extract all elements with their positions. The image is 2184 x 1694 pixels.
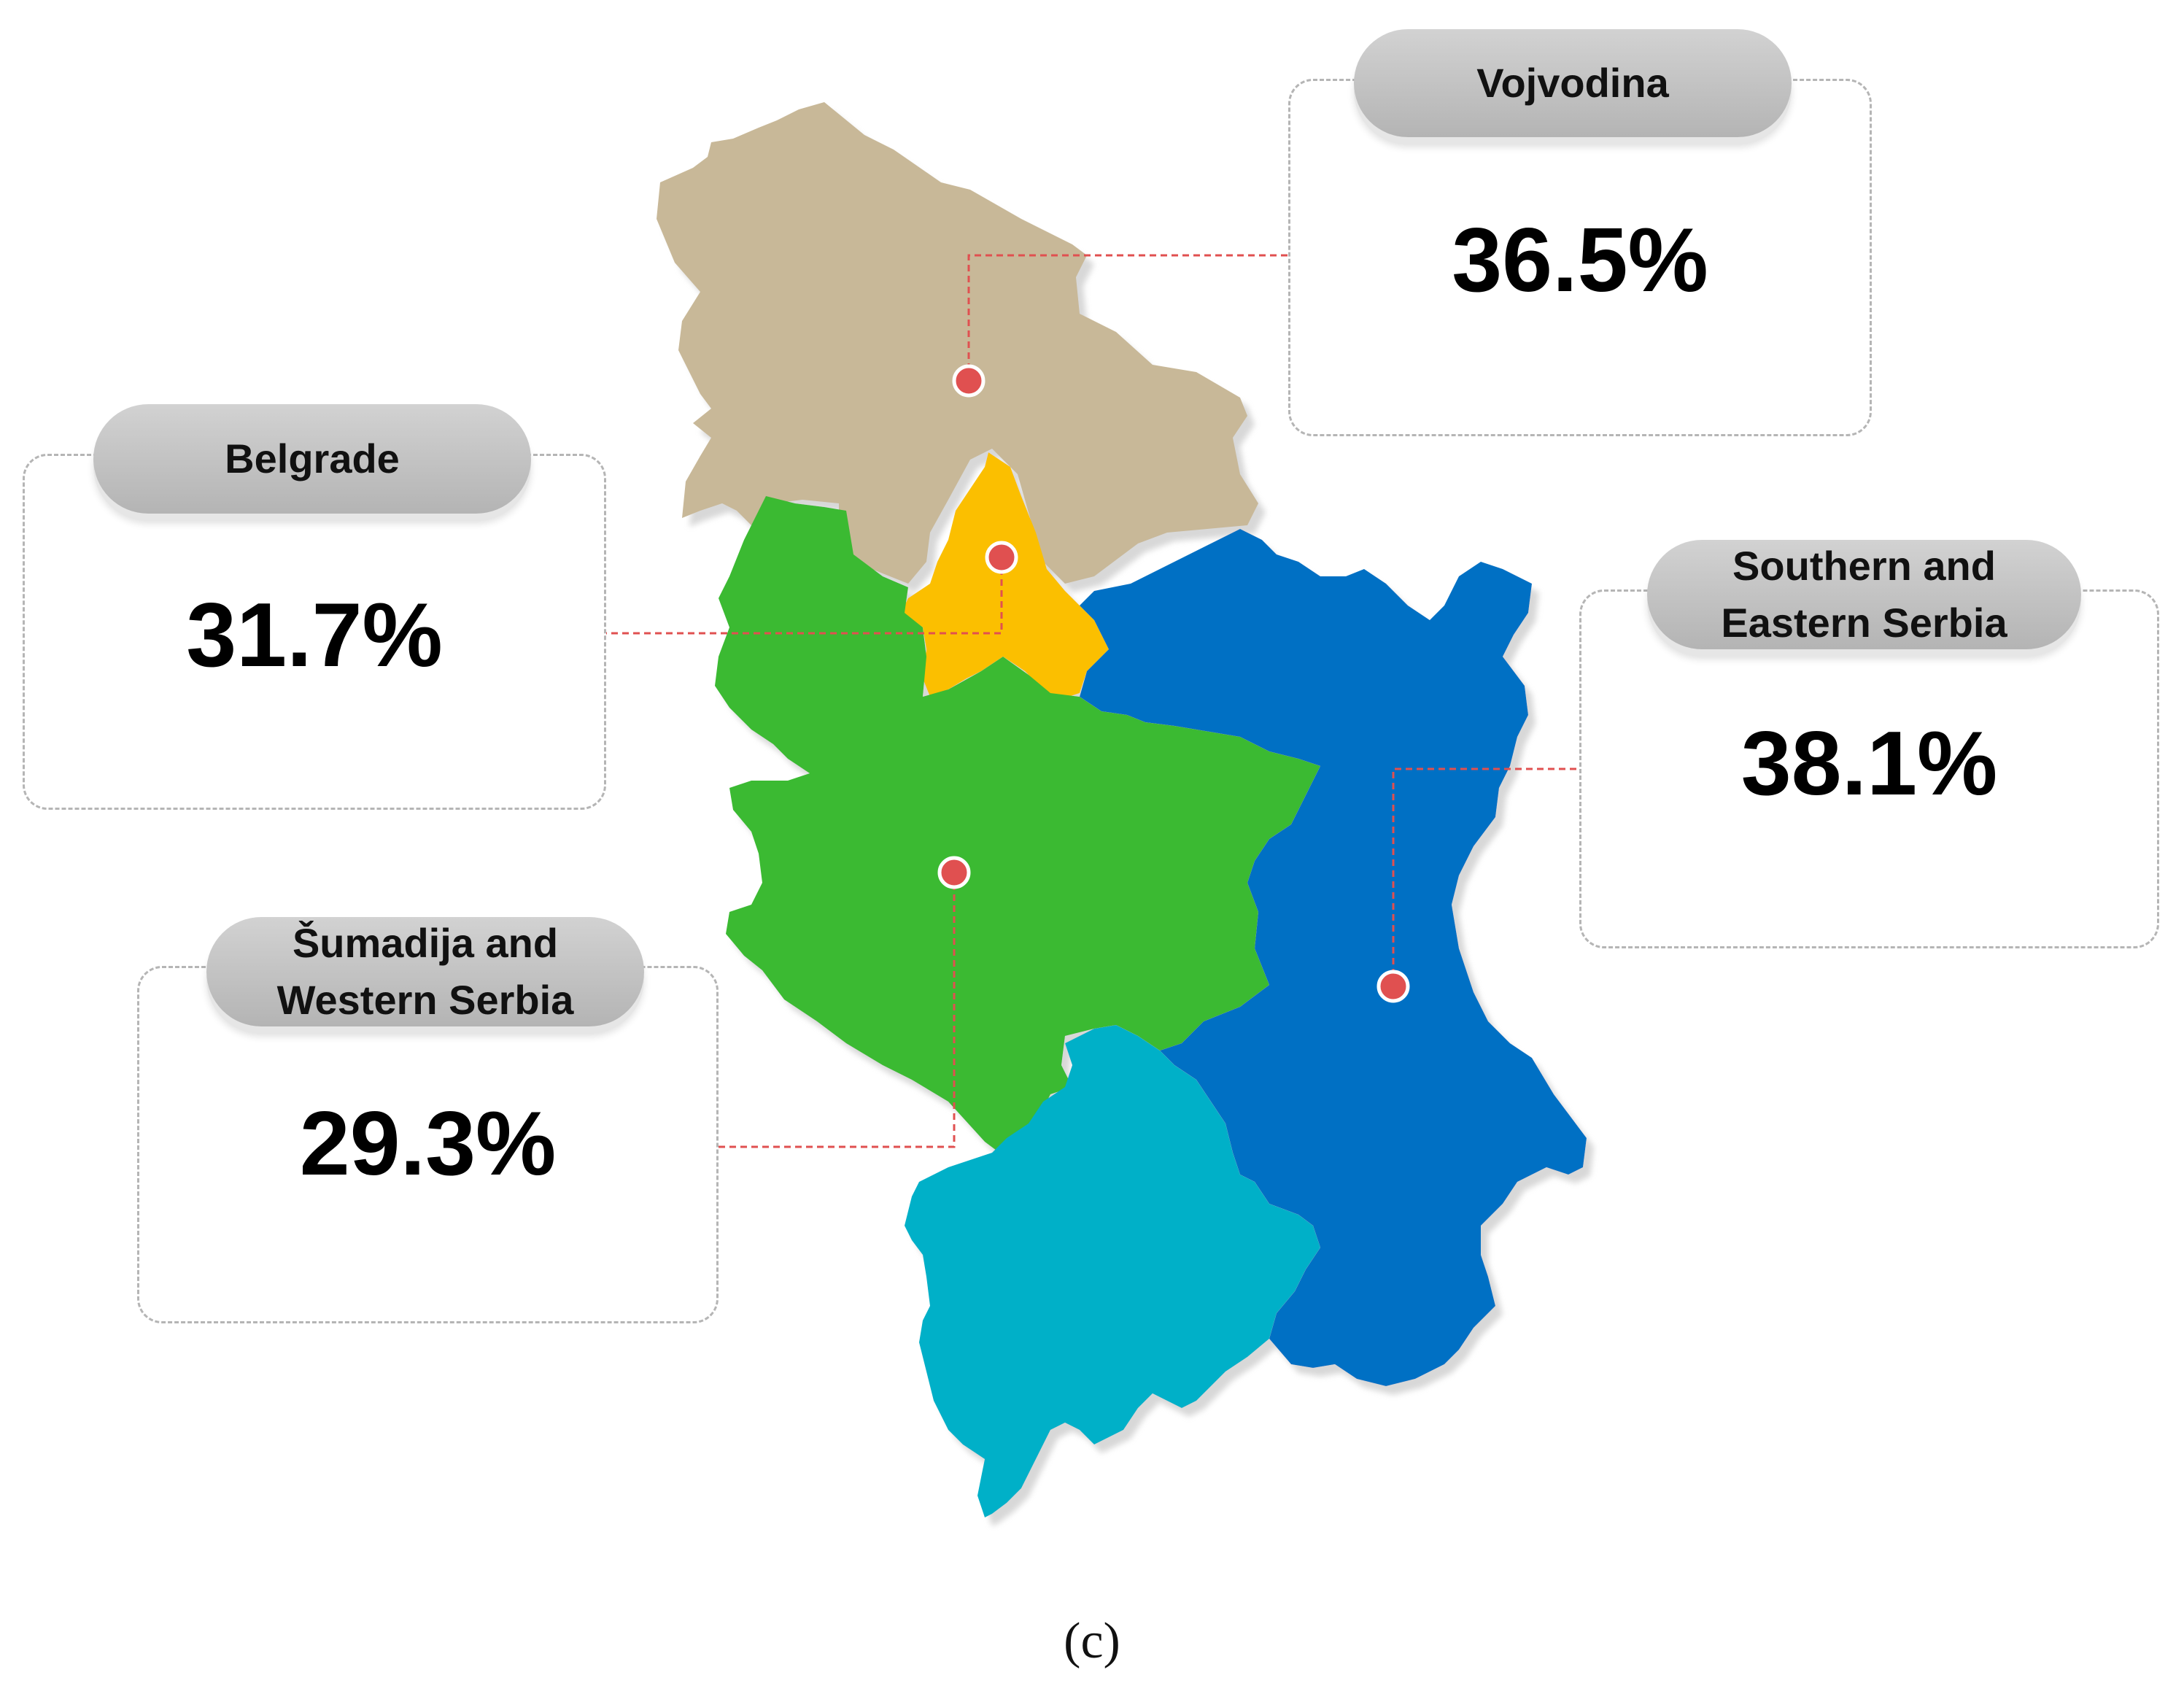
region-belgrade[interactable] — [901, 452, 1109, 700]
callout-southern-eastern: 38.1% — [1579, 589, 2159, 948]
region-southern-eastern[interactable] — [1080, 529, 1587, 1386]
marker-belgrade[interactable] — [985, 541, 1018, 574]
marker-sumadija[interactable] — [937, 856, 971, 889]
leader-line-sumadija — [719, 873, 956, 1148]
marker-vojvodina[interactable] — [952, 364, 985, 398]
leader-line-southern-eastern — [1392, 767, 1579, 986]
region-kosovo — [905, 1025, 1320, 1517]
label-southern-eastern: Southern and Eastern Serbia — [1647, 540, 2081, 649]
label-vojvodina: Vojvodina — [1354, 29, 1792, 137]
leader-line-belgrade — [606, 557, 1003, 635]
marker-southern-eastern[interactable] — [1376, 970, 1410, 1003]
label-belgrade: Belgrade — [93, 404, 531, 514]
value-sumadija: 29.3% — [299, 1094, 557, 1194]
callout-vojvodina: 36.5% — [1288, 79, 1872, 436]
value-belgrade: 31.7% — [186, 585, 443, 686]
value-vojvodina: 36.5% — [1452, 210, 1708, 311]
leader-line-vojvodina — [967, 254, 1288, 381]
value-southern-eastern: 38.1% — [1740, 713, 1998, 814]
region-sumadija[interactable] — [715, 496, 1320, 1153]
figure-caption: (c) — [1064, 1613, 1120, 1669]
label-sumadija: Šumadija and Western Serbia — [206, 917, 644, 1026]
region-vojvodina[interactable] — [657, 102, 1258, 584]
